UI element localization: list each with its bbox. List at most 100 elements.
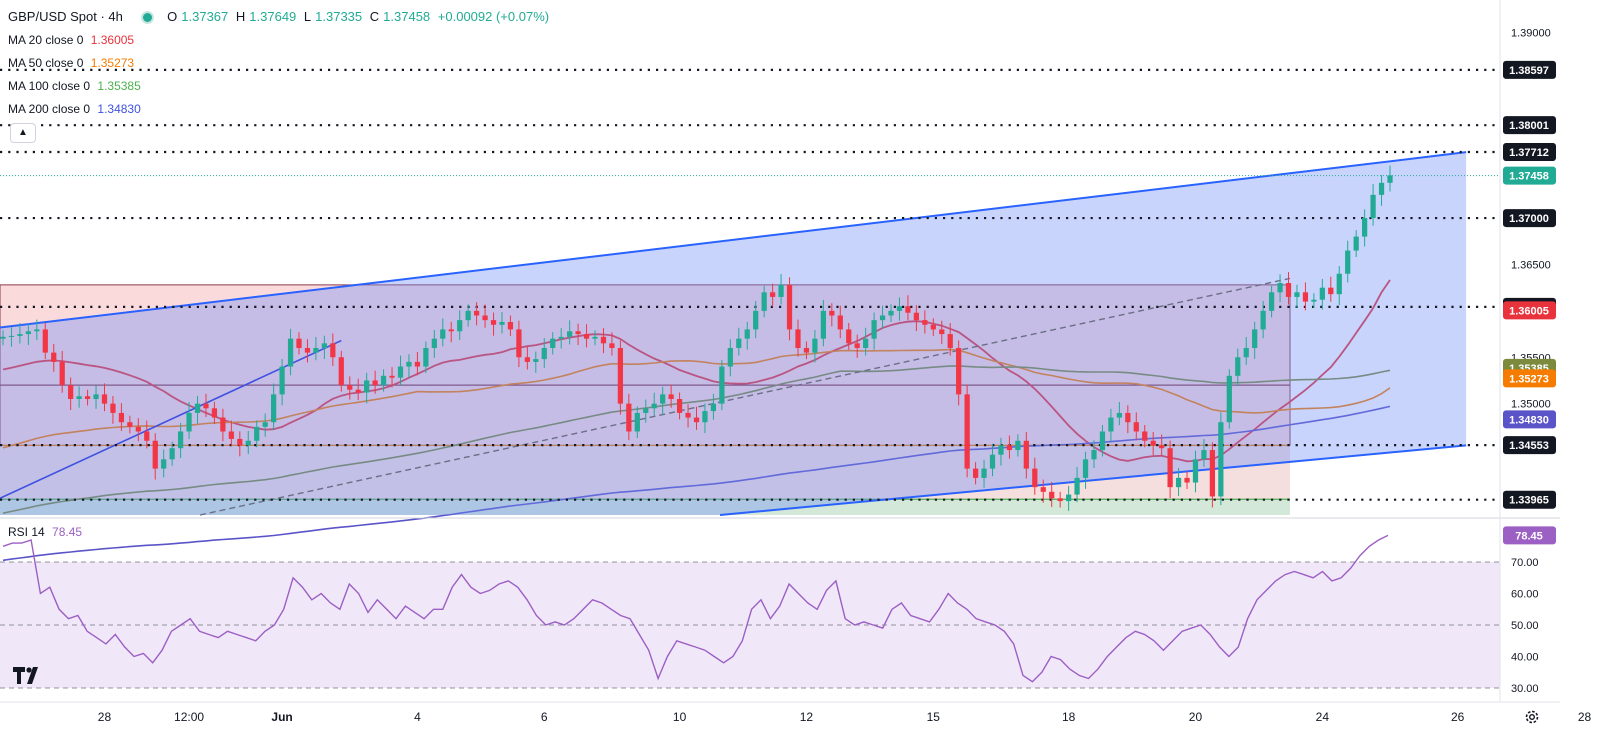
candle-body xyxy=(211,408,218,418)
ohlc-open-key: O xyxy=(167,9,178,24)
candle-body xyxy=(1387,175,1393,183)
candle-body xyxy=(1260,310,1266,330)
rising-channel xyxy=(0,151,1467,516)
candle xyxy=(896,297,903,321)
candle-body xyxy=(1378,182,1385,195)
candle-body xyxy=(1302,292,1309,302)
indicator-ma100[interactable]: MA 100 close 0 1.35385 xyxy=(8,79,145,93)
candle xyxy=(761,285,767,318)
candle xyxy=(144,420,150,449)
candle xyxy=(380,369,387,392)
candle xyxy=(583,324,590,348)
candle xyxy=(127,415,133,434)
rsi-value-tag-text: 78.45 xyxy=(1515,530,1543,542)
price-tick-label: 1.36500 xyxy=(1511,259,1551,271)
time-tick-label: 15 xyxy=(927,710,941,724)
gear-icon[interactable] xyxy=(1524,709,1540,725)
candle-body xyxy=(1328,287,1334,295)
ohlc-open: 1.37367 xyxy=(181,9,229,24)
candle xyxy=(820,299,826,347)
candle-body xyxy=(736,338,742,348)
candle xyxy=(287,328,294,376)
candle xyxy=(947,323,953,356)
candle xyxy=(313,337,319,361)
tradingview-logo-icon[interactable] xyxy=(12,664,42,686)
candle-body xyxy=(896,306,903,311)
candle xyxy=(448,321,454,343)
candle xyxy=(1319,278,1325,310)
candle-body xyxy=(1015,440,1021,451)
rsi-tick-label: 30.00 xyxy=(1511,683,1539,695)
candle xyxy=(1074,466,1080,503)
candle xyxy=(1049,481,1055,508)
candle xyxy=(169,441,175,466)
candle-body xyxy=(820,310,826,339)
candle xyxy=(1336,266,1342,306)
candle xyxy=(406,354,412,378)
candle-body xyxy=(1040,487,1046,492)
candle xyxy=(1133,412,1139,441)
indicator-value: 1.35385 xyxy=(97,79,141,93)
candle xyxy=(1378,175,1385,206)
candle xyxy=(499,312,505,334)
indicator-ma200[interactable]: MA 200 close 0 1.34830 xyxy=(8,102,145,116)
candle xyxy=(981,459,987,488)
time-tick-label: 28 xyxy=(1578,710,1592,724)
candle xyxy=(905,295,911,321)
candle xyxy=(389,367,395,388)
candle xyxy=(262,413,268,437)
candle xyxy=(998,437,1004,466)
candle xyxy=(0,330,6,346)
rsi-value-tag xyxy=(1503,526,1556,545)
last-price-tag xyxy=(1503,166,1556,185)
level-tag xyxy=(1503,436,1556,455)
ma-tag-text: 1.34830 xyxy=(1509,414,1549,426)
candle-body xyxy=(203,403,209,409)
symbol-title[interactable]: GBP/USD Spot · 4h xyxy=(8,9,123,24)
candle-body xyxy=(905,306,911,313)
candle xyxy=(68,377,74,410)
candle-body xyxy=(727,347,733,367)
candle xyxy=(1260,301,1266,339)
candle xyxy=(482,304,488,328)
candle-body xyxy=(660,394,666,404)
candle-body xyxy=(186,412,192,432)
candle-body xyxy=(930,324,936,330)
candle-body xyxy=(567,331,573,337)
candle xyxy=(617,340,624,415)
indicator-label: MA 200 close 0 xyxy=(8,102,91,116)
candle-body xyxy=(84,396,91,400)
candle-body xyxy=(626,403,632,432)
candle-body xyxy=(490,320,497,325)
candle-body xyxy=(1125,412,1131,423)
indicator-ma20[interactable]: MA 20 close 0 1.36005 xyxy=(8,33,138,47)
candle-body xyxy=(719,366,725,404)
candle-body xyxy=(169,448,175,460)
candle-body xyxy=(1294,292,1300,297)
candle xyxy=(702,403,708,434)
level-tag-text: 1.33965 xyxy=(1509,495,1549,507)
candle xyxy=(279,358,285,406)
candle-body xyxy=(152,440,158,469)
candle-body xyxy=(846,329,852,344)
candle-body xyxy=(254,426,260,441)
candle-body xyxy=(127,422,133,427)
candle xyxy=(372,370,378,394)
candle-body xyxy=(1192,459,1199,483)
candle xyxy=(296,332,302,355)
indicator-ma50[interactable]: MA 50 close 0 1.35273 xyxy=(8,56,138,70)
candle xyxy=(1243,337,1249,365)
candle-body xyxy=(981,468,987,478)
candle xyxy=(1311,293,1317,309)
candle xyxy=(414,352,421,376)
candle-body xyxy=(803,347,810,353)
candle xyxy=(254,420,260,448)
candle-body xyxy=(753,310,759,330)
candle xyxy=(245,430,251,455)
candle xyxy=(1066,485,1072,511)
rsi-legend[interactable]: RSI 14 78.45 xyxy=(8,525,86,539)
candle-body xyxy=(1032,468,1038,488)
collapse-legend-button[interactable]: ▲ xyxy=(10,123,36,143)
candle-body xyxy=(710,403,717,412)
